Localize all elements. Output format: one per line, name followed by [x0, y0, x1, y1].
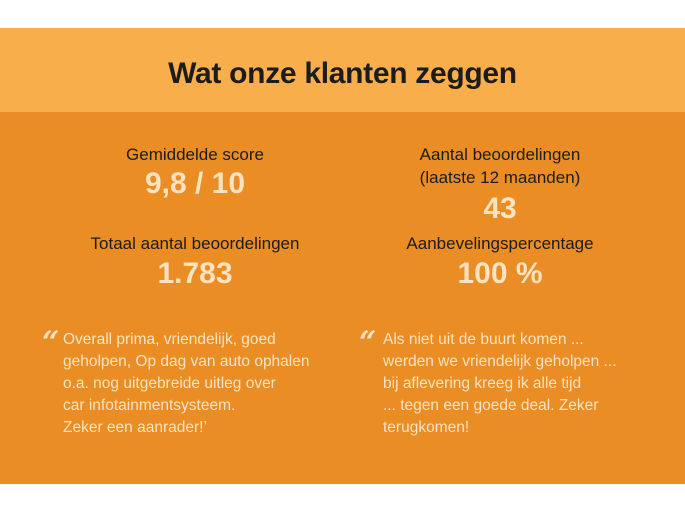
average-score-label: Gemiddelde score	[126, 145, 264, 164]
quote-icon: “	[42, 325, 60, 360]
review-count-value: 43	[483, 192, 517, 225]
total-reviews-label: Totaal aantal beoordelingen	[90, 234, 300, 253]
review-count-label: Aantal beoordelingen	[419, 145, 581, 164]
page-title: Wat onze klanten zeggen	[168, 57, 517, 90]
header-band	[0, 28, 685, 112]
recommendation-label: Aanbevelingspercentage	[406, 234, 594, 253]
average-score-value: 9,8 / 10	[144, 167, 246, 200]
review-count-sublabel: (laatste 12 maanden)	[419, 168, 581, 187]
recommendation-value: 100 %	[457, 257, 543, 290]
total-reviews-value: 1.783	[157, 257, 233, 290]
reviews-panel	[0, 112, 685, 484]
testimonial-1: Overall prima, vriendelijk, goed geholpe…	[63, 331, 310, 436]
quote-icon: “	[359, 325, 377, 360]
testimonial-2: Als niet uit de buurt komen ... werden w…	[383, 331, 617, 436]
